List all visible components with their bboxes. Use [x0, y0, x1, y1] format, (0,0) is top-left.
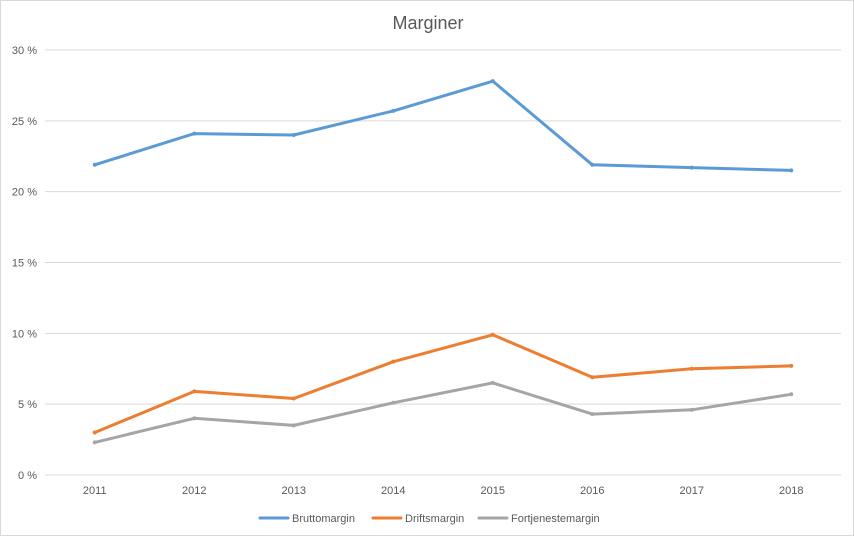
x-tick-label: 2016	[580, 485, 604, 497]
data-point-fortjenestemargin	[391, 400, 396, 405]
series-lines	[92, 79, 794, 445]
data-point-bruttomargin	[490, 79, 495, 84]
data-point-fortjenestemargin	[789, 392, 794, 397]
x-tick-label: 2011	[83, 485, 107, 497]
y-tick-label: 10 %	[12, 328, 37, 340]
data-point-driftsmargin	[590, 375, 595, 380]
data-point-fortjenestemargin	[92, 440, 97, 445]
data-point-bruttomargin	[789, 168, 794, 173]
legend-label: Bruttomargin	[292, 513, 355, 525]
x-tick-label: 2018	[779, 485, 803, 497]
series-line-bruttomargin	[93, 79, 793, 172]
data-point-bruttomargin	[92, 162, 97, 167]
x-tick-label: 2013	[282, 485, 306, 497]
data-point-driftsmargin	[391, 359, 396, 364]
data-point-fortjenestemargin	[291, 423, 296, 428]
data-point-fortjenestemargin	[689, 407, 694, 412]
legend-label: Fortjenestemargin	[511, 513, 600, 525]
data-point-driftsmargin	[92, 430, 97, 435]
data-point-bruttomargin	[391, 108, 396, 113]
data-point-fortjenestemargin	[192, 416, 197, 421]
data-point-bruttomargin	[192, 131, 197, 136]
data-point-driftsmargin	[291, 396, 296, 401]
series-line-driftsmargin	[93, 333, 793, 434]
data-point-driftsmargin	[789, 363, 794, 368]
series-line-fortjenestemargin	[93, 381, 793, 444]
y-tick-label: 0 %	[18, 470, 37, 482]
chart-title: Marginer	[392, 13, 463, 33]
x-tick-label: 2015	[481, 485, 505, 497]
y-tick-label: 30 %	[12, 45, 37, 57]
x-tick-label: 2012	[182, 485, 206, 497]
data-point-driftsmargin	[689, 366, 694, 371]
y-axis-ticks: 0 % 5 % 10 % 15 % 20 % 25 % 30 %	[12, 45, 37, 482]
data-point-fortjenestemargin	[590, 412, 595, 417]
x-tick-label: 2014	[381, 485, 405, 497]
y-tick-label: 15 %	[12, 258, 37, 270]
data-point-driftsmargin	[192, 389, 197, 394]
data-point-bruttomargin	[590, 162, 595, 167]
legend: Bruttomargin Driftsmargin Fortjenestemargi…	[258, 513, 600, 525]
y-tick-label: 25 %	[12, 116, 37, 128]
data-point-bruttomargin	[291, 133, 296, 137]
data-point-fortjenestemargin	[490, 380, 495, 385]
y-tick-label: 5 %	[18, 399, 37, 411]
legend-label: Driftsmargin	[405, 513, 464, 525]
x-axis-ticks: 2011 2012 2013 2014 2015 2016 2017 2018	[83, 485, 804, 497]
y-tick-label: 20 %	[12, 187, 37, 199]
x-tick-label: 2017	[680, 485, 704, 497]
data-point-driftsmargin	[490, 332, 495, 337]
data-point-bruttomargin	[689, 165, 694, 170]
gridlines	[45, 49, 841, 476]
